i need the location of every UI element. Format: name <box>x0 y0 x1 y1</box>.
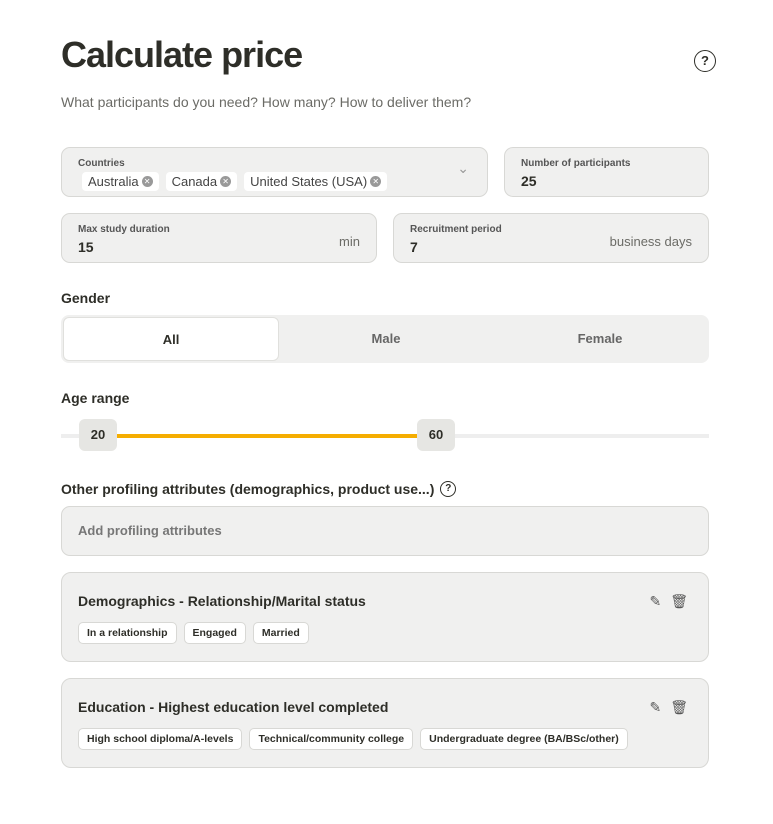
recruitment-label: Recruitment period <box>410 224 502 235</box>
tag: Technical/community college <box>249 728 414 750</box>
countries-select[interactable]: Countries Australia ✕ Canada ✕ United Stat… <box>61 147 488 197</box>
gender-option-male[interactable]: Male <box>371 331 401 346</box>
participants-value: 25 <box>521 173 537 189</box>
help-icon[interactable]: ? <box>694 50 716 72</box>
country-chip: Canada ✕ <box>165 172 238 191</box>
recruitment-input[interactable]: Recruitment period 7 business days <box>393 213 709 263</box>
edit-icon[interactable]: ✎ <box>649 699 662 715</box>
add-profiling-label: Add profiling attributes <box>78 523 222 538</box>
remove-icon[interactable]: ✕ <box>220 176 232 187</box>
age-slider-fill <box>98 434 436 438</box>
chip-label: United States (USA) <box>250 174 368 189</box>
page-subtitle: What participants do you need? How many?… <box>61 94 472 110</box>
recruitment-value: 7 <box>410 239 418 255</box>
remove-icon[interactable]: ✕ <box>370 176 382 187</box>
tag: Undergraduate degree (BA/BSc/other) <box>420 728 628 750</box>
recruitment-unit: business days <box>609 234 692 249</box>
gender-option-all[interactable]: All <box>63 317 279 361</box>
page-title: Calculate price <box>61 34 303 75</box>
countries-label: Countries <box>78 158 125 169</box>
age-range-label: Age range <box>61 390 130 406</box>
gender-toggle: All Male Female <box>61 315 709 363</box>
tag: Married <box>252 622 309 644</box>
gender-label: Gender <box>61 290 111 306</box>
chevron-down-icon[interactable]: ⌄ <box>457 160 469 176</box>
profiling-header: Other profiling attributes (demographics… <box>61 481 457 497</box>
participants-input[interactable]: Number of participants 25 <box>504 147 709 197</box>
profiling-help-icon[interactable]: ? <box>440 481 457 497</box>
chip-label: Canada <box>171 174 218 189</box>
tag: High school diploma/A-levels <box>78 728 243 750</box>
tag: In a relationship <box>78 622 177 644</box>
country-chip: Australia ✕ <box>82 172 159 191</box>
duration-value: 15 <box>78 239 94 255</box>
gender-option-female[interactable]: Female <box>577 331 623 346</box>
duration-label: Max study duration <box>78 224 170 235</box>
add-profiling-button[interactable]: Add profiling attributes <box>61 506 709 556</box>
country-chip: United States (USA) ✕ <box>244 172 388 191</box>
age-min-handle[interactable]: 20 <box>79 419 117 451</box>
age-max-handle[interactable]: 60 <box>417 419 455 451</box>
participants-label: Number of participants <box>521 158 631 169</box>
duration-unit: min <box>339 234 360 249</box>
card-title: Education - Highest education level comp… <box>78 699 389 715</box>
remove-icon[interactable]: ✕ <box>141 176 153 187</box>
card-title: Demographics - Relationship/Marital stat… <box>78 593 366 609</box>
trash-icon[interactable]: 🗑 <box>670 593 688 609</box>
edit-icon[interactable]: ✎ <box>649 593 662 609</box>
profiling-label: Other profiling attributes (demographics… <box>61 481 435 497</box>
chip-label: Australia <box>88 174 139 189</box>
tag: Engaged <box>183 622 246 644</box>
trash-icon[interactable]: 🗑 <box>670 699 688 715</box>
duration-input[interactable]: Max study duration 15 min <box>61 213 377 263</box>
profiling-card: Education - Highest education level comp… <box>61 678 709 768</box>
profiling-card: Demographics - Relationship/Marital stat… <box>61 572 709 662</box>
